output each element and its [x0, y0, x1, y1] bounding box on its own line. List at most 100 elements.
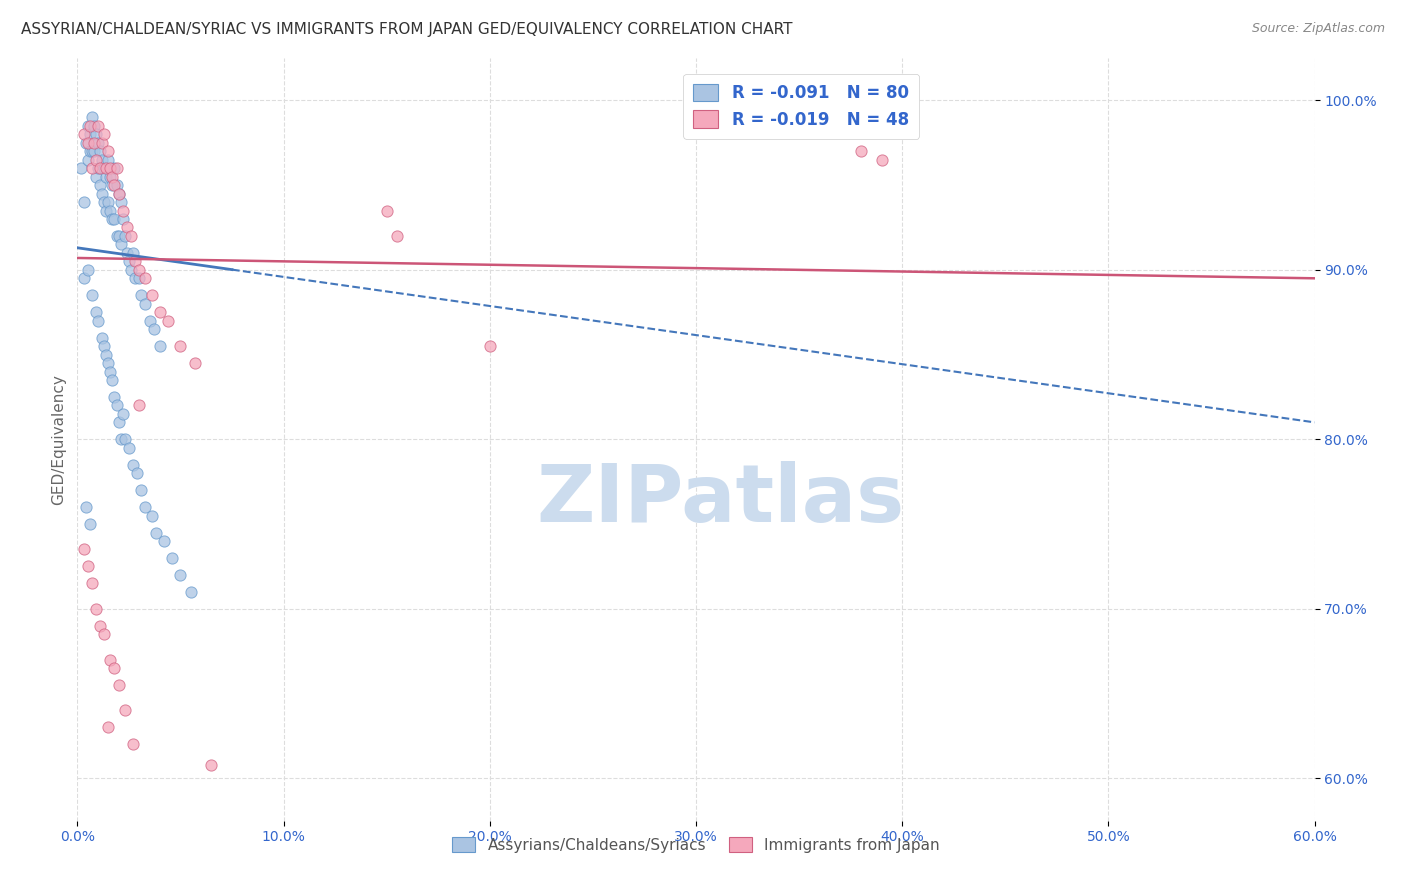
Point: [80, 110, 103, 124]
Point: [111, 211, 134, 226]
Point: [93, 161, 115, 175]
Point: [160, 550, 183, 565]
Point: [72, 127, 94, 141]
Point: [107, 186, 129, 201]
Point: [97, 153, 120, 167]
Point: [89, 144, 111, 158]
Point: [87, 161, 110, 175]
Point: [79, 119, 101, 133]
Point: [76, 153, 98, 167]
Point: [79, 127, 101, 141]
Point: [118, 254, 141, 268]
Point: [84, 127, 107, 141]
Point: [107, 415, 129, 429]
Point: [84, 153, 107, 167]
Point: [114, 228, 136, 243]
Point: [93, 127, 115, 141]
Point: [80, 576, 103, 591]
Point: [127, 466, 149, 480]
Point: [103, 211, 125, 226]
Point: [84, 601, 107, 615]
Point: [122, 245, 145, 260]
Point: [110, 194, 132, 209]
Point: [76, 119, 98, 133]
Point: [79, 516, 101, 531]
Point: [128, 262, 150, 277]
Text: ASSYRIAN/CHALDEAN/SYRIAC VS IMMIGRANTS FROM JAPAN GED/EQUIVALENCY CORRELATION CH: ASSYRIAN/CHALDEAN/SYRIAC VS IMMIGRANTS F…: [21, 22, 793, 37]
Point: [124, 254, 146, 268]
Y-axis label: GED/Equivalency: GED/Equivalency: [51, 374, 66, 505]
Point: [93, 339, 115, 353]
Point: [96, 203, 118, 218]
Point: [110, 237, 132, 252]
Point: [101, 373, 124, 387]
Point: [138, 313, 160, 327]
Point: [72, 542, 94, 557]
Point: [141, 508, 163, 523]
Point: [142, 322, 165, 336]
Point: [70, 161, 93, 175]
Point: [84, 305, 107, 319]
Point: [80, 144, 103, 158]
Point: [157, 313, 180, 327]
Point: [105, 161, 128, 175]
Point: [107, 228, 129, 243]
Point: [134, 271, 156, 285]
Point: [385, 228, 408, 243]
Point: [83, 144, 105, 158]
Point: [149, 305, 172, 319]
Point: [98, 364, 121, 378]
Point: [89, 178, 111, 192]
Point: [375, 203, 398, 218]
Point: [87, 136, 110, 150]
Point: [169, 567, 191, 582]
Point: [153, 533, 176, 548]
Point: [114, 432, 136, 446]
Point: [72, 271, 94, 285]
Point: [76, 559, 98, 574]
Point: [75, 500, 97, 514]
Point: [145, 525, 167, 540]
Point: [76, 262, 98, 277]
Text: Source: ZipAtlas.com: Source: ZipAtlas.com: [1251, 22, 1385, 36]
Point: [79, 144, 101, 158]
Point: [80, 288, 103, 302]
Point: [103, 661, 125, 675]
Point: [134, 296, 156, 310]
Point: [120, 262, 142, 277]
Point: [87, 313, 110, 327]
Point: [83, 136, 105, 150]
Point: [80, 161, 103, 175]
Point: [98, 652, 121, 666]
Point: [111, 203, 134, 218]
Point: [129, 483, 152, 497]
Point: [149, 339, 172, 353]
Point: [91, 136, 114, 150]
Point: [91, 330, 114, 344]
Point: [849, 144, 872, 158]
Point: [129, 288, 152, 302]
Point: [72, 194, 94, 209]
Point: [180, 585, 202, 599]
Point: [105, 398, 128, 412]
Point: [98, 203, 121, 218]
Point: [118, 441, 141, 455]
Point: [110, 432, 132, 446]
Point: [122, 737, 145, 751]
Point: [103, 390, 125, 404]
Point: [76, 136, 98, 150]
Point: [115, 245, 138, 260]
Point: [128, 398, 150, 412]
Point: [93, 194, 115, 209]
Point: [97, 356, 120, 370]
Legend: Assyrians/Chaldeans/Syriacs, Immigrants from Japan: Assyrians/Chaldeans/Syriacs, Immigrants …: [446, 830, 946, 859]
Point: [101, 211, 124, 226]
Point: [105, 228, 128, 243]
Point: [97, 194, 120, 209]
Text: ZIPatlas: ZIPatlas: [537, 461, 905, 540]
Point: [128, 271, 150, 285]
Point: [97, 720, 120, 734]
Point: [107, 678, 129, 692]
Point: [134, 500, 156, 514]
Point: [122, 458, 145, 472]
